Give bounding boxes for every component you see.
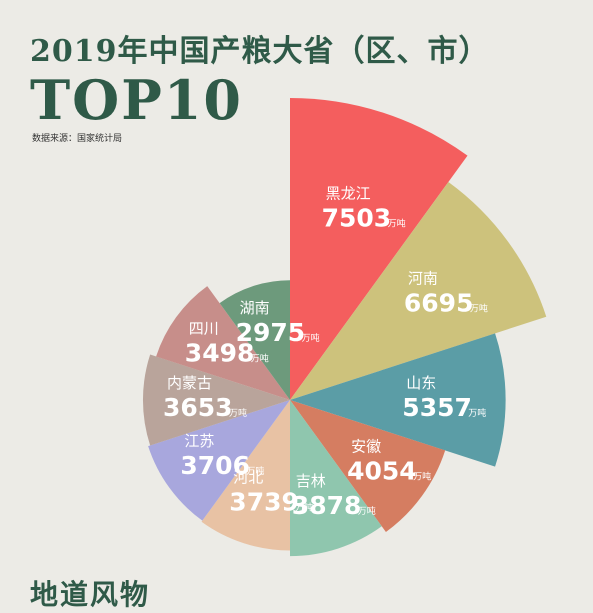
- rose-slice: [290, 98, 468, 400]
- rose-slice: [290, 181, 547, 400]
- slice-value-label: 6695: [404, 289, 474, 318]
- slice-category-label: 河北: [233, 469, 263, 487]
- slice-value-label: 2975: [236, 318, 306, 347]
- rose-slice: [148, 400, 290, 521]
- data-source: 数据来源：国家统计局: [32, 134, 123, 144]
- rose-slice: [219, 280, 290, 400]
- brand-logo-text: 地道风物: [30, 578, 151, 611]
- rose-slice: [142, 354, 290, 446]
- slice-unit-label: 万吨: [246, 465, 264, 477]
- rose-slice: [201, 400, 290, 551]
- slice-value-label: 3498: [185, 338, 255, 367]
- rose-slice: [290, 400, 382, 557]
- slice-category-label: 吉林: [296, 472, 326, 490]
- slice-unit-label: 万吨: [358, 505, 376, 517]
- slice-category-label: 山东: [406, 374, 436, 392]
- slice-category-label: 四川: [189, 319, 219, 337]
- slice-value-label: 5357: [402, 393, 472, 422]
- slice-category-label: 黑龙江: [326, 184, 371, 202]
- rose-slice: [290, 333, 506, 467]
- slice-value-label: 3706: [180, 451, 250, 480]
- slice-category-label: 河南: [408, 270, 438, 288]
- rose-chart: 黑龙江7503万吨河南6695万吨山东5357万吨安徽4054万吨吉林3878万…: [142, 98, 547, 557]
- slice-category-label: 江苏: [184, 432, 214, 450]
- slice-value-label: 7503: [322, 203, 392, 232]
- slice-value-label: 3878: [292, 491, 362, 520]
- slice-unit-label: 万吨: [295, 502, 313, 514]
- slice-unit-label: 万吨: [302, 332, 320, 344]
- slice-category-label: 安徽: [351, 437, 381, 455]
- slice-value-label: 3739: [229, 488, 299, 517]
- slice-unit-label: 万吨: [470, 303, 488, 315]
- chart-subtitle: TOP10: [30, 68, 243, 132]
- rose-slice: [290, 400, 446, 533]
- slice-value-label: 3653: [163, 393, 233, 422]
- slice-unit-label: 万吨: [468, 407, 486, 419]
- slice-unit-label: 万吨: [413, 470, 431, 482]
- slice-unit-label: 万吨: [388, 217, 406, 229]
- slice-unit-label: 万吨: [229, 407, 247, 419]
- rose-slice: [156, 286, 290, 400]
- slice-category-label: 湖南: [240, 299, 270, 317]
- chart-title: 2019年中国产粮大省（区、市）: [30, 34, 490, 69]
- rose-labels: 黑龙江7503万吨河南6695万吨山东5357万吨安徽4054万吨吉林3878万…: [163, 184, 488, 520]
- slice-unit-label: 万吨: [251, 352, 269, 364]
- rose-slices: [142, 98, 547, 557]
- slice-category-label: 内蒙古: [167, 374, 212, 392]
- slice-value-label: 4054: [347, 456, 417, 485]
